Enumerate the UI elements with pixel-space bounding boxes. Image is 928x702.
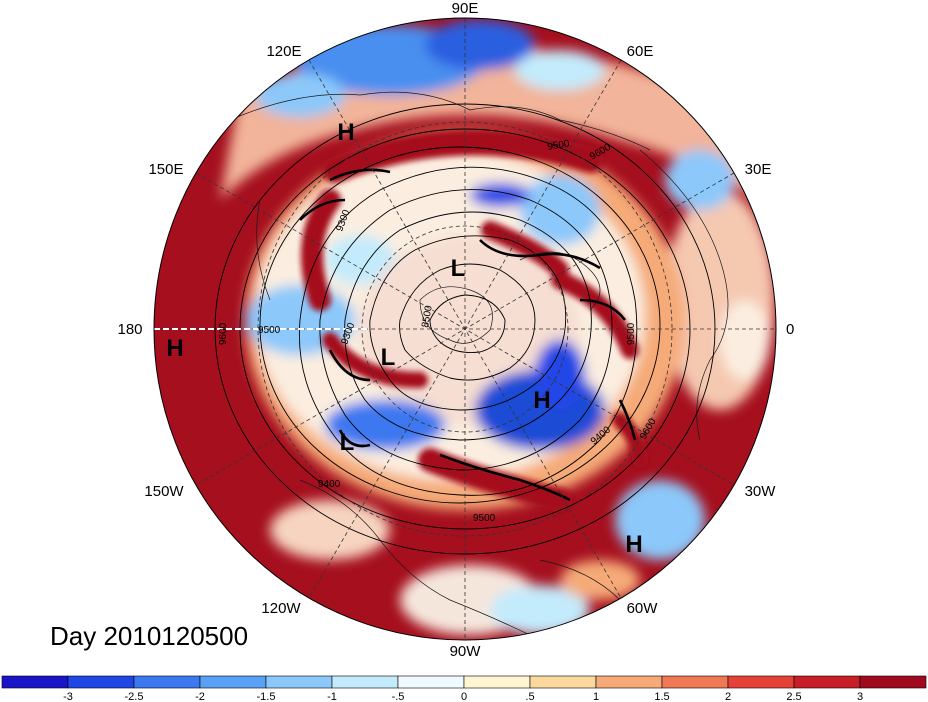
colorbar-tick-label: 1.5 xyxy=(654,691,669,702)
lon-label-90e: 90E xyxy=(452,0,479,17)
lon-label-60w: 60W xyxy=(627,600,659,617)
lon-label-120e: 120E xyxy=(266,43,301,60)
colorbar-swatch xyxy=(265,675,333,689)
lon-label-30e: 30E xyxy=(745,161,772,178)
contour-label: 9400 xyxy=(318,479,341,490)
low-center-label: L xyxy=(340,429,355,456)
colorbar-swatch xyxy=(331,675,399,689)
colorbar-tick-label: 0 xyxy=(461,691,467,702)
colorbar-swatch xyxy=(133,675,201,689)
colorbar-swatch xyxy=(1,675,69,689)
colorbar-tick-label: -1 xyxy=(327,691,337,702)
high-center-label: H xyxy=(533,387,550,414)
colorbar-tick-label: 3 xyxy=(857,691,863,702)
contour-label: 9500 xyxy=(258,325,281,336)
colorbar-swatch xyxy=(661,675,729,689)
contour-label: 9500 xyxy=(626,322,637,345)
colorbar-swatch xyxy=(727,675,795,689)
graticule xyxy=(154,18,776,640)
colorbar-swatch xyxy=(397,675,465,689)
colorbar-tick-label: 1 xyxy=(593,691,599,702)
colorbar-swatch xyxy=(67,675,135,689)
lon-label-0: 0 xyxy=(786,321,794,338)
anomaly-field xyxy=(154,18,776,640)
low-center-label: L xyxy=(451,255,466,282)
lon-label-150w: 150W xyxy=(144,483,184,500)
colorbar-swatch xyxy=(793,675,861,689)
lon-label-90w: 90W xyxy=(450,643,482,660)
map-border xyxy=(153,17,777,641)
lon-label-150e: 150E xyxy=(148,161,183,178)
colorbar-swatch xyxy=(859,675,927,689)
contour-label: 9600 xyxy=(218,322,229,345)
colorbar-swatch xyxy=(463,675,531,689)
colorbar-tick-label: -1.5 xyxy=(257,691,276,702)
colorbar-tick-label: -.5 xyxy=(392,691,405,702)
colorbar-tick-label: -3 xyxy=(63,691,73,702)
low-center-label: L xyxy=(381,344,396,371)
colorbar-tick-label: 2 xyxy=(725,691,731,702)
colorbar-swatch xyxy=(595,675,663,689)
high-center-label: H xyxy=(625,531,642,558)
colorbar xyxy=(1,675,927,689)
longitude-labels: 90E 60E 30E 0 30W 60W 90W 120W 150W 180 … xyxy=(117,0,794,660)
lon-label-30w: 30W xyxy=(745,483,777,500)
colorbar-ticks: -3 -2.5 -2 -1.5 -1 -.5 0 .5 1 1.5 2 2.5 3 xyxy=(63,691,863,702)
day-title: Day 2010120500 xyxy=(50,621,248,651)
colorbar-tick-label: -2.5 xyxy=(125,691,144,702)
pressure-center-labels: H L L H L H H xyxy=(166,119,642,558)
colorbar-swatch xyxy=(199,675,267,689)
colorbar-tick-label: 2.5 xyxy=(786,691,801,702)
colorbar-tick-label: .5 xyxy=(525,691,534,702)
high-center-label: H xyxy=(337,119,354,146)
contour-label: 9500 xyxy=(547,138,571,153)
lon-label-60e: 60E xyxy=(627,43,654,60)
lon-label-180: 180 xyxy=(117,321,142,338)
contour-label: 9500 xyxy=(473,513,496,524)
colorbar-tick-label: -2 xyxy=(195,691,205,702)
contour-label: 8500 xyxy=(420,304,435,328)
colorbar-swatch xyxy=(529,675,597,689)
lon-label-120w: 120W xyxy=(261,600,301,617)
high-center-label: H xyxy=(166,335,183,362)
